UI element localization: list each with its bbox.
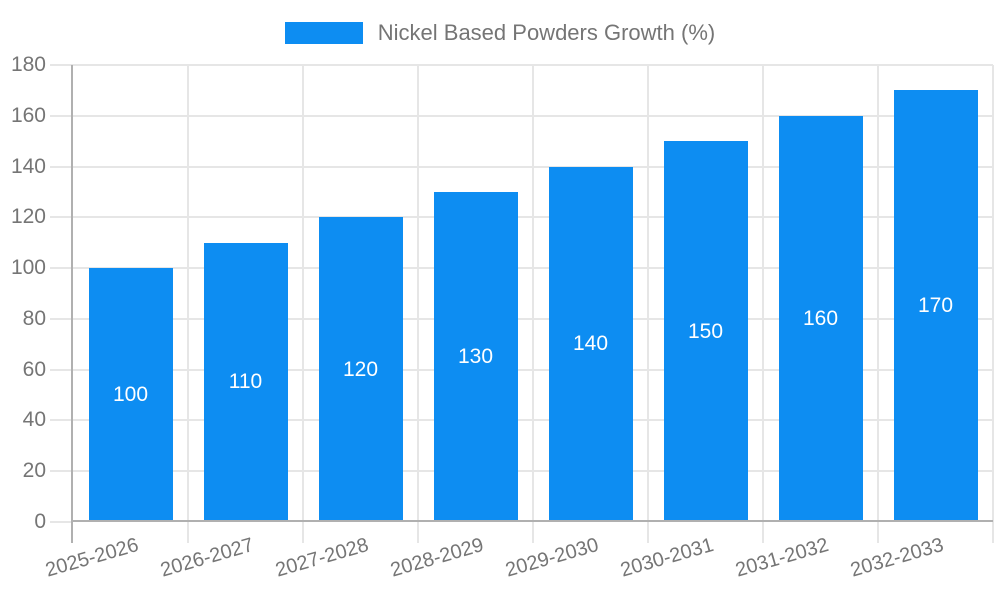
x-gridline xyxy=(992,65,994,543)
bar-value-label: 170 xyxy=(917,294,954,318)
x-axis-baseline xyxy=(73,520,993,522)
bar-value-label: 140 xyxy=(572,332,609,356)
y-axis-tick-label: 100 xyxy=(10,256,46,280)
y-gridline xyxy=(50,368,993,371)
y-axis-tick-label: 80 xyxy=(22,306,46,330)
y-axis-tick-label: 60 xyxy=(22,357,46,381)
x-gridline xyxy=(647,65,649,543)
x-gridline xyxy=(877,65,879,543)
x-gridline xyxy=(762,65,764,543)
y-gridline xyxy=(50,317,993,320)
y-gridline xyxy=(50,216,993,219)
bar[interactable]: 160 xyxy=(778,115,863,522)
legend[interactable]: Nickel Based Powders Growth (%) xyxy=(0,20,1000,46)
y-axis-tick-label: 160 xyxy=(10,103,46,127)
x-gridline xyxy=(187,65,189,543)
bar[interactable]: 120 xyxy=(318,217,403,522)
y-axis-tick-label: 0 xyxy=(34,510,46,533)
bar[interactable]: 110 xyxy=(203,242,288,522)
legend-swatch xyxy=(284,22,363,44)
bar[interactable]: 150 xyxy=(663,141,748,522)
bar[interactable]: 130 xyxy=(433,191,518,522)
y-axis-line xyxy=(71,65,73,543)
plot-area: 0 20 40 60 80 100 120 140 160 180 100 110 120 130 140 1… xyxy=(11,53,994,582)
x-gridline xyxy=(532,65,534,543)
y-gridline xyxy=(50,165,993,168)
y-gridline xyxy=(50,64,993,66)
x-gridline xyxy=(417,65,419,543)
bar-value-label: 160 xyxy=(802,306,839,330)
y-axis-tick-label: 40 xyxy=(22,408,46,432)
legend-label: Nickel Based Powders Growth (%) xyxy=(377,20,716,45)
bar-value-label: 150 xyxy=(687,319,724,343)
y-axis-tick-label: 120 xyxy=(10,205,46,229)
y-axis-tick-label: 180 xyxy=(10,53,46,76)
bar-value-label: 100 xyxy=(112,383,149,407)
bar-value-label: 110 xyxy=(228,370,263,394)
bar[interactable]: 140 xyxy=(548,166,633,522)
bar[interactable]: 100 xyxy=(88,268,173,522)
y-gridline xyxy=(50,470,993,473)
y-gridline xyxy=(50,419,993,422)
y-gridline xyxy=(50,521,73,523)
y-axis-tick-label: 20 xyxy=(22,459,46,483)
bar-value-label: 130 xyxy=(457,344,494,368)
y-axis-tick-label: 140 xyxy=(10,154,46,178)
bar-value-label: 120 xyxy=(342,357,379,381)
y-gridline xyxy=(50,114,993,117)
bar[interactable]: 170 xyxy=(893,90,978,522)
y-gridline xyxy=(50,267,993,270)
x-gridline xyxy=(302,65,304,543)
